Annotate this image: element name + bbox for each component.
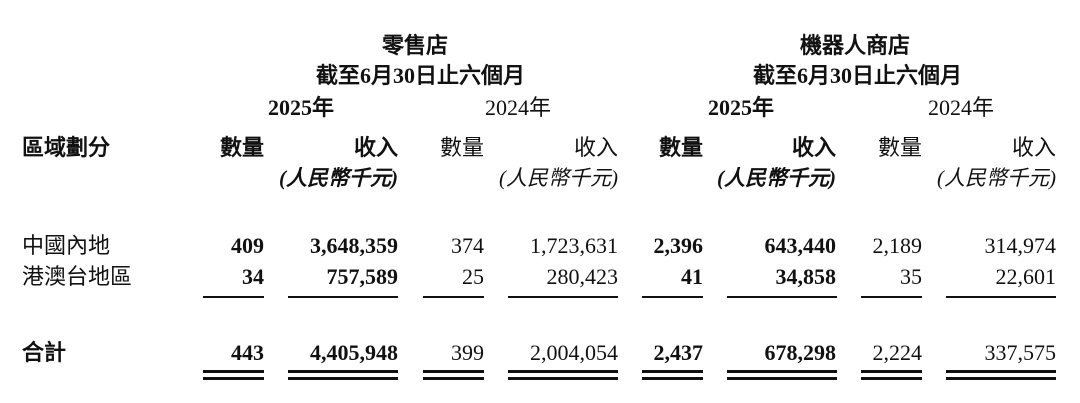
robot-year-2024: 2024年: [928, 95, 995, 120]
robot-store-period: 截至6月30日止六個月: [753, 63, 963, 88]
retail-store-title: 零售店: [382, 33, 449, 58]
total-double-rule: [288, 370, 398, 380]
row-label-hk-macau-taiwan: 港澳台地區: [22, 264, 133, 289]
total-cell: 2,224: [872, 340, 923, 365]
unit-retail-2024: (人民幣千元): [499, 166, 618, 190]
row-label-mainland: 中國內地: [22, 233, 111, 258]
total-label: 合計: [22, 340, 67, 365]
table-cell: 643,440: [764, 233, 837, 258]
col-revenue-robot-2024: 收入: [1011, 135, 1056, 160]
subtotal-rule: [423, 296, 484, 298]
table-cell: 34: [242, 264, 264, 289]
col-quantity-retail-2024: 數量: [439, 135, 484, 160]
total-double-rule: [727, 370, 837, 380]
total-cell: 399: [451, 340, 484, 365]
total-cell: 4,405,948: [310, 340, 398, 365]
total-double-rule: [423, 370, 484, 380]
robot-year-2025: 2025年: [708, 95, 775, 120]
subtotal-rule: [203, 296, 264, 298]
total-cell: 443: [231, 340, 264, 365]
table-cell: 35: [900, 264, 922, 289]
total-double-rule: [203, 370, 264, 380]
total-double-rule: [508, 370, 618, 380]
col-quantity-robot-2024: 數量: [877, 135, 922, 160]
col-revenue-retail-2025: 收入: [353, 135, 398, 160]
col-revenue-robot-2025: 收入: [791, 135, 836, 160]
subtotal-rule: [861, 296, 922, 298]
subtotal-rule: [288, 296, 398, 298]
total-double-rule: [642, 370, 703, 380]
segment-header: 區域劃分: [22, 135, 111, 160]
retail-year-2024: 2024年: [485, 95, 552, 120]
table-cell: 34,858: [775, 264, 837, 289]
unit-robot-2024: (人民幣千元): [937, 166, 1056, 190]
table-cell: 374: [451, 233, 484, 258]
unit-robot-2025: (人民幣千元): [717, 166, 836, 190]
unit-retail-2025: (人民幣千元): [279, 166, 398, 190]
table-cell: 314,974: [984, 233, 1057, 258]
retail-year-2025: 2025年: [268, 95, 335, 120]
total-double-rule: [946, 370, 1056, 380]
col-revenue-retail-2024: 收入: [573, 135, 618, 160]
subtotal-rule: [946, 296, 1056, 298]
table-cell: 409: [231, 233, 264, 258]
col-quantity-retail-2025: 數量: [219, 135, 264, 160]
subtotal-rule: [508, 296, 618, 298]
total-double-rule: [861, 370, 922, 380]
table-cell: 3,648,359: [310, 233, 398, 258]
table-cell: 2,396: [653, 233, 704, 258]
total-cell: 678,298: [764, 340, 837, 365]
total-cell: 337,575: [984, 340, 1057, 365]
table-cell: 25: [462, 264, 484, 289]
col-quantity-robot-2025: 數量: [658, 135, 703, 160]
robot-store-title: 機器人商店: [800, 33, 911, 58]
total-cell: 2,004,054: [530, 340, 618, 365]
table-cell: 280,423: [546, 264, 619, 289]
subtotal-rule: [727, 296, 837, 298]
subtotal-rule: [642, 296, 703, 298]
retail-store-period: 截至6月30日止六個月: [316, 63, 526, 88]
table-cell: 22,601: [995, 264, 1057, 289]
table-cell: 1,723,631: [530, 233, 618, 258]
table-cell: 41: [681, 264, 703, 289]
table-cell: 2,189: [872, 233, 923, 258]
table-cell: 757,589: [326, 264, 399, 289]
total-cell: 2,437: [653, 340, 704, 365]
